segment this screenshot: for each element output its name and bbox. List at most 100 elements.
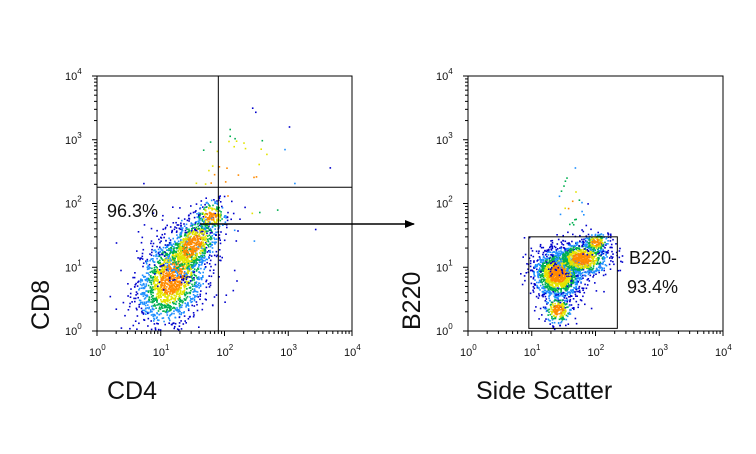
event-dot [161, 264, 164, 267]
event-dot [151, 307, 154, 310]
event-dot [183, 271, 186, 273]
event-dot [187, 309, 190, 312]
event-dot [551, 242, 554, 244]
event-dot [570, 265, 573, 268]
event-dot [159, 291, 161, 294]
event-dot [221, 256, 223, 259]
event-dot [172, 251, 174, 253]
event-dot [184, 250, 187, 252]
event-dot [190, 235, 192, 238]
event-dot [604, 257, 606, 259]
event-dot [218, 237, 221, 240]
event-dot [193, 277, 195, 279]
event-dot [532, 270, 534, 273]
event-dot [159, 270, 162, 272]
event-dot [152, 301, 154, 303]
event-dot [159, 271, 161, 274]
event-dot [195, 258, 198, 261]
event-dot [571, 267, 573, 270]
event-dot [200, 217, 203, 219]
event-dot [151, 294, 154, 297]
event-dot [153, 269, 155, 271]
event-dot [166, 306, 169, 309]
event-dot [210, 255, 213, 257]
event-dot [574, 257, 577, 260]
event-dot [146, 268, 149, 271]
event-dot [172, 261, 174, 264]
event-dot [233, 269, 236, 272]
event-dot [177, 224, 180, 226]
event-dot [188, 220, 190, 222]
event-dot [211, 165, 214, 167]
event-dot [592, 267, 595, 269]
event-dot [585, 287, 588, 290]
event-dot [166, 267, 169, 270]
event-dot [566, 278, 569, 280]
event-dot [156, 284, 158, 286]
event-dot [205, 230, 208, 232]
event-dot [570, 245, 573, 248]
event-dot [549, 270, 552, 273]
event-dot [177, 261, 180, 264]
event-dot [556, 243, 559, 245]
event-dot [151, 267, 153, 270]
event-dot [137, 231, 140, 233]
event-dot [156, 312, 158, 315]
event-dot [174, 309, 177, 311]
event-dot [536, 284, 538, 287]
event-dot [543, 257, 546, 259]
event-dot [213, 233, 215, 235]
event-dot [562, 269, 565, 271]
event-dot [579, 271, 581, 273]
event-dot [574, 252, 576, 254]
event-dot [541, 273, 544, 275]
event-dot [150, 301, 152, 303]
event-dot [180, 286, 182, 289]
event-dot [172, 279, 174, 281]
event-dot [134, 286, 136, 288]
event-dot [198, 259, 201, 262]
event-dot [156, 235, 158, 237]
event-dot [155, 307, 157, 309]
event-dot [546, 249, 549, 251]
event-dot [182, 266, 185, 269]
event-dot [569, 291, 572, 294]
event-dot [168, 284, 171, 287]
event-dot [148, 306, 150, 309]
event-dot [197, 222, 200, 225]
event-dot [175, 221, 177, 224]
event-dot [149, 281, 151, 283]
event-dot [218, 276, 220, 278]
event-dot [183, 298, 186, 300]
event-dot [180, 272, 183, 275]
event-dot [172, 237, 174, 240]
event-dot [191, 260, 193, 262]
event-dot [199, 242, 202, 244]
event-dot [546, 281, 549, 283]
event-dot [570, 275, 573, 278]
event-dot [184, 281, 186, 284]
event-dot [581, 257, 583, 259]
event-dot [163, 288, 166, 290]
event-dot [159, 286, 161, 288]
event-dot [164, 233, 166, 235]
event-dot [147, 312, 150, 314]
event-dot [212, 217, 215, 220]
event-dot [208, 250, 210, 252]
event-dot [162, 304, 165, 307]
event-dot [554, 295, 557, 297]
event-dot [552, 277, 555, 280]
event-dot [182, 248, 184, 250]
event-dot [547, 251, 549, 253]
event-dot [209, 227, 212, 230]
event-dot [550, 268, 552, 271]
event-dot [174, 255, 177, 257]
event-dot [190, 289, 192, 292]
event-dot [162, 282, 164, 284]
event-dot [542, 256, 545, 258]
event-dot [161, 281, 163, 283]
event-dot [191, 279, 194, 282]
event-dot [542, 306, 545, 309]
event-dot [569, 259, 572, 262]
event-dot [547, 254, 550, 256]
